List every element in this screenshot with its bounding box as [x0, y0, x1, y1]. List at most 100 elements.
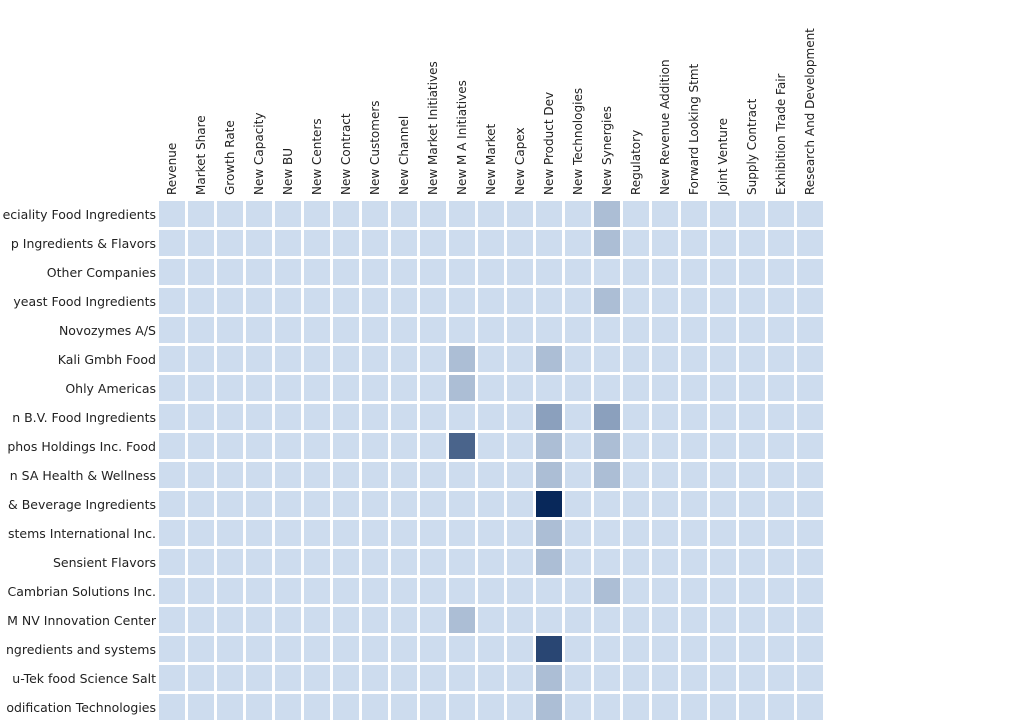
heatmap-cell	[246, 230, 272, 256]
heatmap-cell	[507, 607, 533, 633]
heatmap-cell	[246, 317, 272, 343]
heatmap-cell	[246, 462, 272, 488]
heatmap-cell	[565, 259, 591, 285]
heatmap-cell	[681, 491, 707, 517]
heatmap-cell	[275, 346, 301, 372]
heatmap-cell	[333, 636, 359, 662]
heatmap-cell	[739, 462, 765, 488]
heatmap-cell	[333, 317, 359, 343]
heatmap-cell	[739, 433, 765, 459]
heatmap-cell	[565, 230, 591, 256]
column-label: Forward Looking Stmt	[687, 63, 701, 195]
heatmap-cell	[797, 636, 823, 662]
heatmap-cell	[797, 346, 823, 372]
heatmap-cell	[652, 549, 678, 575]
heatmap-cell	[652, 259, 678, 285]
heatmap-cell	[652, 404, 678, 430]
heatmap-cell	[391, 636, 417, 662]
column-label: Supply Contract	[745, 98, 759, 195]
heatmap-cell	[246, 288, 272, 314]
heatmap-cell	[565, 404, 591, 430]
heatmap-cell	[478, 375, 504, 401]
heatmap-cell	[217, 433, 243, 459]
heatmap-cell	[159, 462, 185, 488]
heatmap-cell	[159, 578, 185, 604]
heatmap-cell	[275, 549, 301, 575]
column-label: Growth Rate	[223, 120, 237, 195]
row-label: n SA Health & Wellness	[10, 468, 156, 483]
heatmap-cell	[362, 230, 388, 256]
heatmap-cell	[594, 288, 620, 314]
heatmap-cell	[768, 317, 794, 343]
heatmap-cell	[536, 694, 562, 720]
heatmap-cell	[275, 259, 301, 285]
heatmap-cell	[739, 491, 765, 517]
heatmap-cell	[565, 549, 591, 575]
heatmap-cell	[507, 288, 533, 314]
heatmap-cell	[246, 201, 272, 227]
heatmap-cell	[594, 578, 620, 604]
heatmap-cell	[507, 375, 533, 401]
heatmap-cell	[188, 694, 214, 720]
heatmap-cell	[391, 578, 417, 604]
heatmap-cell	[391, 375, 417, 401]
heatmap-cell	[507, 259, 533, 285]
heatmap-cell	[623, 665, 649, 691]
heatmap-cell	[420, 694, 446, 720]
row-label: M NV Innovation Center	[7, 613, 157, 628]
heatmap-cell	[333, 230, 359, 256]
heatmap-cell	[275, 520, 301, 546]
heatmap-cell	[623, 607, 649, 633]
heatmap-cell	[681, 694, 707, 720]
heatmap-cell	[449, 259, 475, 285]
heatmap-cell	[623, 636, 649, 662]
heatmap-cell	[275, 665, 301, 691]
heatmap-cell	[333, 346, 359, 372]
heatmap-cell	[362, 433, 388, 459]
heatmap-cell	[797, 288, 823, 314]
heatmap-cell	[362, 549, 388, 575]
heatmap-cell	[681, 549, 707, 575]
heatmap-cell	[623, 462, 649, 488]
heatmap-cell	[420, 462, 446, 488]
heatmap-cell	[391, 520, 417, 546]
heatmap-cell	[304, 288, 330, 314]
heatmap-cell	[217, 375, 243, 401]
heatmap-cell	[420, 491, 446, 517]
heatmap-cell	[478, 694, 504, 720]
heatmap-cell	[188, 201, 214, 227]
column-label: New Contract	[339, 113, 353, 195]
heatmap-cell	[623, 491, 649, 517]
heatmap-cell	[507, 520, 533, 546]
heatmap-cell	[391, 607, 417, 633]
heatmap-cell	[188, 520, 214, 546]
heatmap-cell	[536, 375, 562, 401]
heatmap-cell	[188, 433, 214, 459]
heatmap-cell	[681, 665, 707, 691]
heatmap-cell	[420, 201, 446, 227]
heatmap-cell	[159, 259, 185, 285]
heatmap-cell	[739, 549, 765, 575]
row-label: yeast Food Ingredients	[13, 294, 156, 309]
heatmap-cell	[739, 636, 765, 662]
heatmap-cell	[652, 694, 678, 720]
column-label: New Market Initiatives	[426, 61, 440, 195]
heatmap-cell	[362, 288, 388, 314]
heatmap-cell	[768, 288, 794, 314]
heatmap-cell	[507, 201, 533, 227]
heatmap-cell	[275, 694, 301, 720]
heatmap-cell	[217, 578, 243, 604]
heatmap-cell	[652, 665, 678, 691]
heatmap-cell	[565, 317, 591, 343]
heatmap-cell	[188, 230, 214, 256]
heatmap-cell	[449, 665, 475, 691]
heatmap-cell	[768, 433, 794, 459]
heatmap-cell	[536, 607, 562, 633]
heatmap-cell	[217, 230, 243, 256]
heatmap-cell	[652, 578, 678, 604]
heatmap-cell	[536, 230, 562, 256]
row-label: Other Companies	[47, 265, 156, 280]
heatmap-cell	[159, 520, 185, 546]
column-label: New Market	[484, 123, 498, 195]
heatmap-cell	[710, 694, 736, 720]
